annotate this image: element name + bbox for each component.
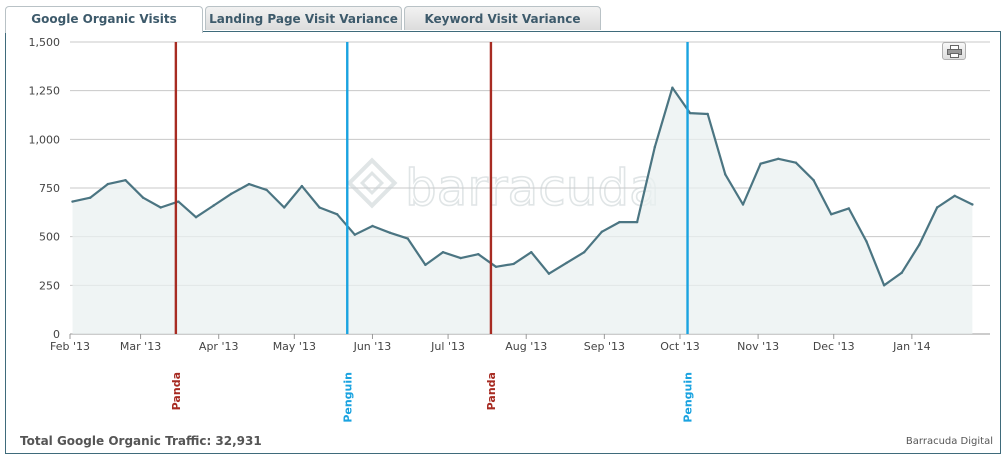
- data-point: [371, 224, 374, 228]
- x-tick-label: Dec '13: [813, 340, 855, 353]
- data-point: [459, 256, 462, 260]
- data-point: [106, 182, 110, 186]
- data-point: [759, 162, 762, 165]
- data-point: [71, 200, 74, 203]
- x-tick-label: Mar '13: [120, 340, 161, 353]
- y-tick-label: 750: [39, 182, 60, 195]
- tab-google-organic-visits[interactable]: Google Organic Visits: [5, 6, 203, 33]
- data-point: [212, 204, 215, 207]
- data-point: [353, 233, 356, 236]
- data-point: [724, 173, 727, 176]
- x-tick-label: Jun '13: [353, 340, 392, 353]
- barracuda-watermark: barracuda: [346, 157, 661, 218]
- data-point: [406, 237, 409, 240]
- x-tick-label: Apr '13: [199, 340, 239, 353]
- data-point: [230, 192, 233, 195]
- annotation-label: Penguin: [341, 372, 354, 423]
- tab-keyword-visit-variance[interactable]: Keyword Visit Variance: [404, 6, 601, 30]
- data-point: [635, 220, 639, 224]
- data-point: [618, 220, 621, 224]
- y-tick-label: 1,250: [29, 85, 61, 98]
- data-point: [141, 196, 145, 199]
- data-point: [882, 284, 886, 287]
- data-point: [512, 262, 515, 266]
- annotation-label: Penguin: [682, 372, 695, 423]
- data-point: [794, 161, 798, 164]
- data-point: [971, 203, 974, 206]
- data-point: [741, 203, 745, 206]
- data-point: [441, 251, 445, 254]
- data-point: [336, 213, 339, 216]
- data-point: [177, 200, 180, 203]
- data-point: [124, 179, 127, 182]
- x-tick-label: Jul '13: [430, 340, 465, 353]
- data-point: [265, 188, 268, 192]
- data-point: [194, 216, 198, 219]
- data-point: [688, 111, 692, 115]
- y-tick-label: 1,000: [29, 133, 61, 146]
- y-tick-label: 1,500: [29, 36, 61, 49]
- data-point: [953, 194, 956, 197]
- data-point: [600, 230, 603, 233]
- series-line: [72, 86, 973, 287]
- data-point: [565, 261, 568, 265]
- x-tick-label: Feb '13: [50, 340, 90, 353]
- data-point: [935, 206, 939, 209]
- data-point: [830, 213, 833, 216]
- data-point: [671, 86, 674, 89]
- printer-icon: [947, 45, 962, 58]
- y-tick-label: 0: [53, 328, 60, 341]
- data-point: [388, 231, 392, 234]
- watermark-text: barracuda: [405, 159, 660, 217]
- y-tick-label: 500: [39, 231, 60, 244]
- tab-landing-page-visit-variance[interactable]: Landing Page Visit Variance: [205, 6, 402, 30]
- data-point: [583, 251, 586, 254]
- annotation-label: Panda: [170, 372, 183, 410]
- data-point: [865, 240, 868, 243]
- data-point: [318, 206, 321, 209]
- data-point: [547, 272, 551, 275]
- data-point: [424, 263, 427, 267]
- data-point: [300, 184, 304, 188]
- data-point: [847, 207, 850, 210]
- x-tick-label: Sep '13: [584, 340, 625, 353]
- x-tick-label: Aug '13: [505, 340, 547, 353]
- data-point: [89, 196, 92, 199]
- credit-label: Barracuda Digital: [905, 436, 993, 447]
- data-point: [900, 271, 903, 274]
- x-tick-label: May '13: [273, 340, 316, 353]
- data-point: [706, 112, 709, 116]
- data-point: [653, 145, 656, 149]
- data-point: [494, 265, 498, 268]
- total-traffic-label: Total Google Organic Traffic: 32,931: [20, 434, 262, 448]
- x-tick-label: Jan '14: [892, 340, 930, 353]
- data-point: [283, 206, 286, 209]
- print-button[interactable]: [942, 42, 966, 60]
- data-point: [530, 251, 533, 254]
- data-point: [477, 253, 480, 256]
- y-tick-label: 250: [39, 279, 60, 292]
- series-area: [72, 87, 973, 334]
- data-point: [159, 206, 162, 209]
- data-point: [812, 179, 815, 182]
- data-point: [247, 182, 251, 186]
- x-tick-label: Nov '13: [737, 340, 779, 353]
- data-point: [918, 243, 921, 246]
- x-tick-label: Oct '13: [660, 340, 700, 353]
- annotation-label: Panda: [485, 372, 498, 410]
- data-point: [777, 157, 780, 160]
